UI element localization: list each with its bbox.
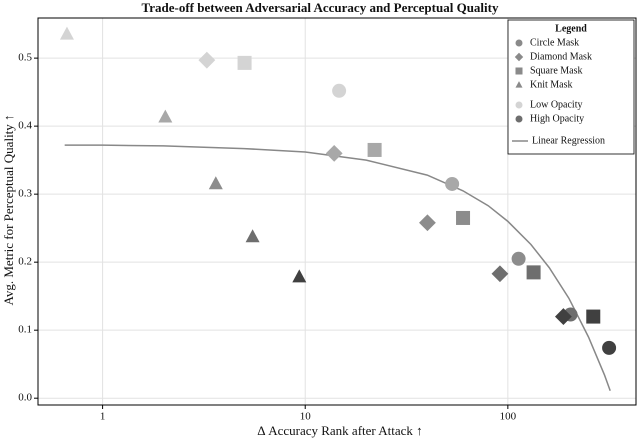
marker <box>515 81 523 88</box>
legend-marker <box>515 101 523 109</box>
marker <box>332 83 347 98</box>
marker <box>515 67 523 75</box>
y-axis-label: Avg. Metric for Perceptual Quality ↑ <box>1 114 16 305</box>
marker <box>367 142 382 157</box>
legend-box <box>507 19 635 155</box>
x-axis-label: Δ Accuracy Rank after Attack ↑ <box>257 423 422 438</box>
marker <box>158 109 173 123</box>
y-tick-label: 0.3 <box>18 188 32 200</box>
plot-frame <box>37 17 637 406</box>
marker <box>237 55 252 70</box>
marker <box>456 210 471 225</box>
legend-title: Legend <box>555 23 587 34</box>
marker <box>445 176 460 191</box>
legend-label: Square Mask <box>530 65 583 76</box>
y-tick-label: 0.2 <box>18 256 32 268</box>
legend-label: Linear Regression <box>532 135 605 146</box>
legend-label: Low Opacity <box>530 99 583 110</box>
marker <box>511 251 526 266</box>
marker <box>59 26 74 40</box>
chart-title: Trade-off between Adversarial Accuracy a… <box>142 0 499 15</box>
marker <box>602 340 617 355</box>
marker <box>325 144 343 162</box>
y-tick-label: 0.4 <box>18 120 32 132</box>
marker <box>526 265 541 280</box>
marker <box>554 308 572 325</box>
legend-label: Diamond Mask <box>530 51 592 62</box>
marker <box>515 39 523 47</box>
x-tick-label: 1 <box>100 411 106 423</box>
marker <box>419 214 436 232</box>
legend-label: Knit Mask <box>530 79 573 90</box>
legend-label: Circle Mask <box>530 37 579 48</box>
marker <box>198 51 216 69</box>
legend-label: High Opacity <box>530 113 584 124</box>
x-tick-label: 100 <box>500 411 517 423</box>
y-tick-label: 0.0 <box>18 392 32 404</box>
y-tick-label: 0.5 <box>18 52 32 64</box>
marker <box>514 52 524 62</box>
legend-marker <box>515 115 523 123</box>
marker <box>292 269 307 283</box>
marker <box>491 265 509 283</box>
x-tick-label: 10 <box>300 411 312 423</box>
marker <box>208 176 223 190</box>
y-tick-label: 0.1 <box>18 324 32 336</box>
regression-line <box>64 144 611 391</box>
marker <box>245 229 260 243</box>
marker <box>586 309 601 324</box>
